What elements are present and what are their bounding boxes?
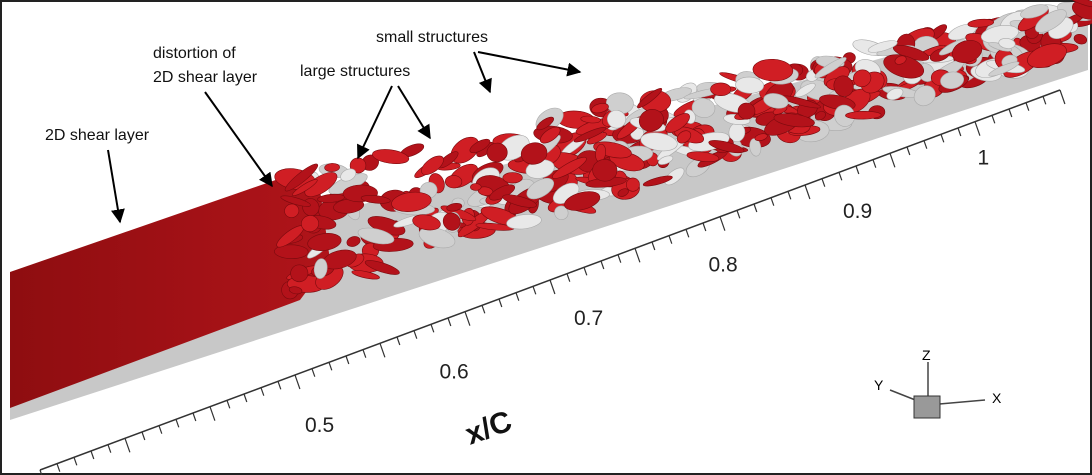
tick-label: 0.9 — [843, 200, 872, 223]
vortex-blob — [470, 183, 481, 190]
annotation: 2D shear layer — [45, 127, 150, 144]
tick-label: 0.8 — [709, 254, 738, 277]
vortex-blob — [503, 173, 523, 184]
annotation: distortion of — [153, 45, 236, 62]
triad-label: Z — [922, 347, 931, 363]
tick-label: 1 — [978, 147, 990, 170]
annotation: 2D shear layer — [153, 69, 258, 86]
tick-label: 0.5 — [305, 414, 334, 437]
triad-label: X — [992, 390, 1002, 406]
tick-label: 0.7 — [574, 307, 603, 330]
figure: 0.50.60.70.80.91 x/C 2D shear layer dist… — [0, 0, 1092, 475]
vortex-blob — [710, 83, 731, 96]
annotation: large structures — [300, 63, 410, 80]
triad-label: Y — [874, 377, 884, 393]
vortex-blob — [445, 175, 462, 188]
vortex-blob — [626, 178, 639, 192]
tick-label: 0.6 — [440, 361, 469, 384]
annotation: small structures — [376, 29, 488, 46]
